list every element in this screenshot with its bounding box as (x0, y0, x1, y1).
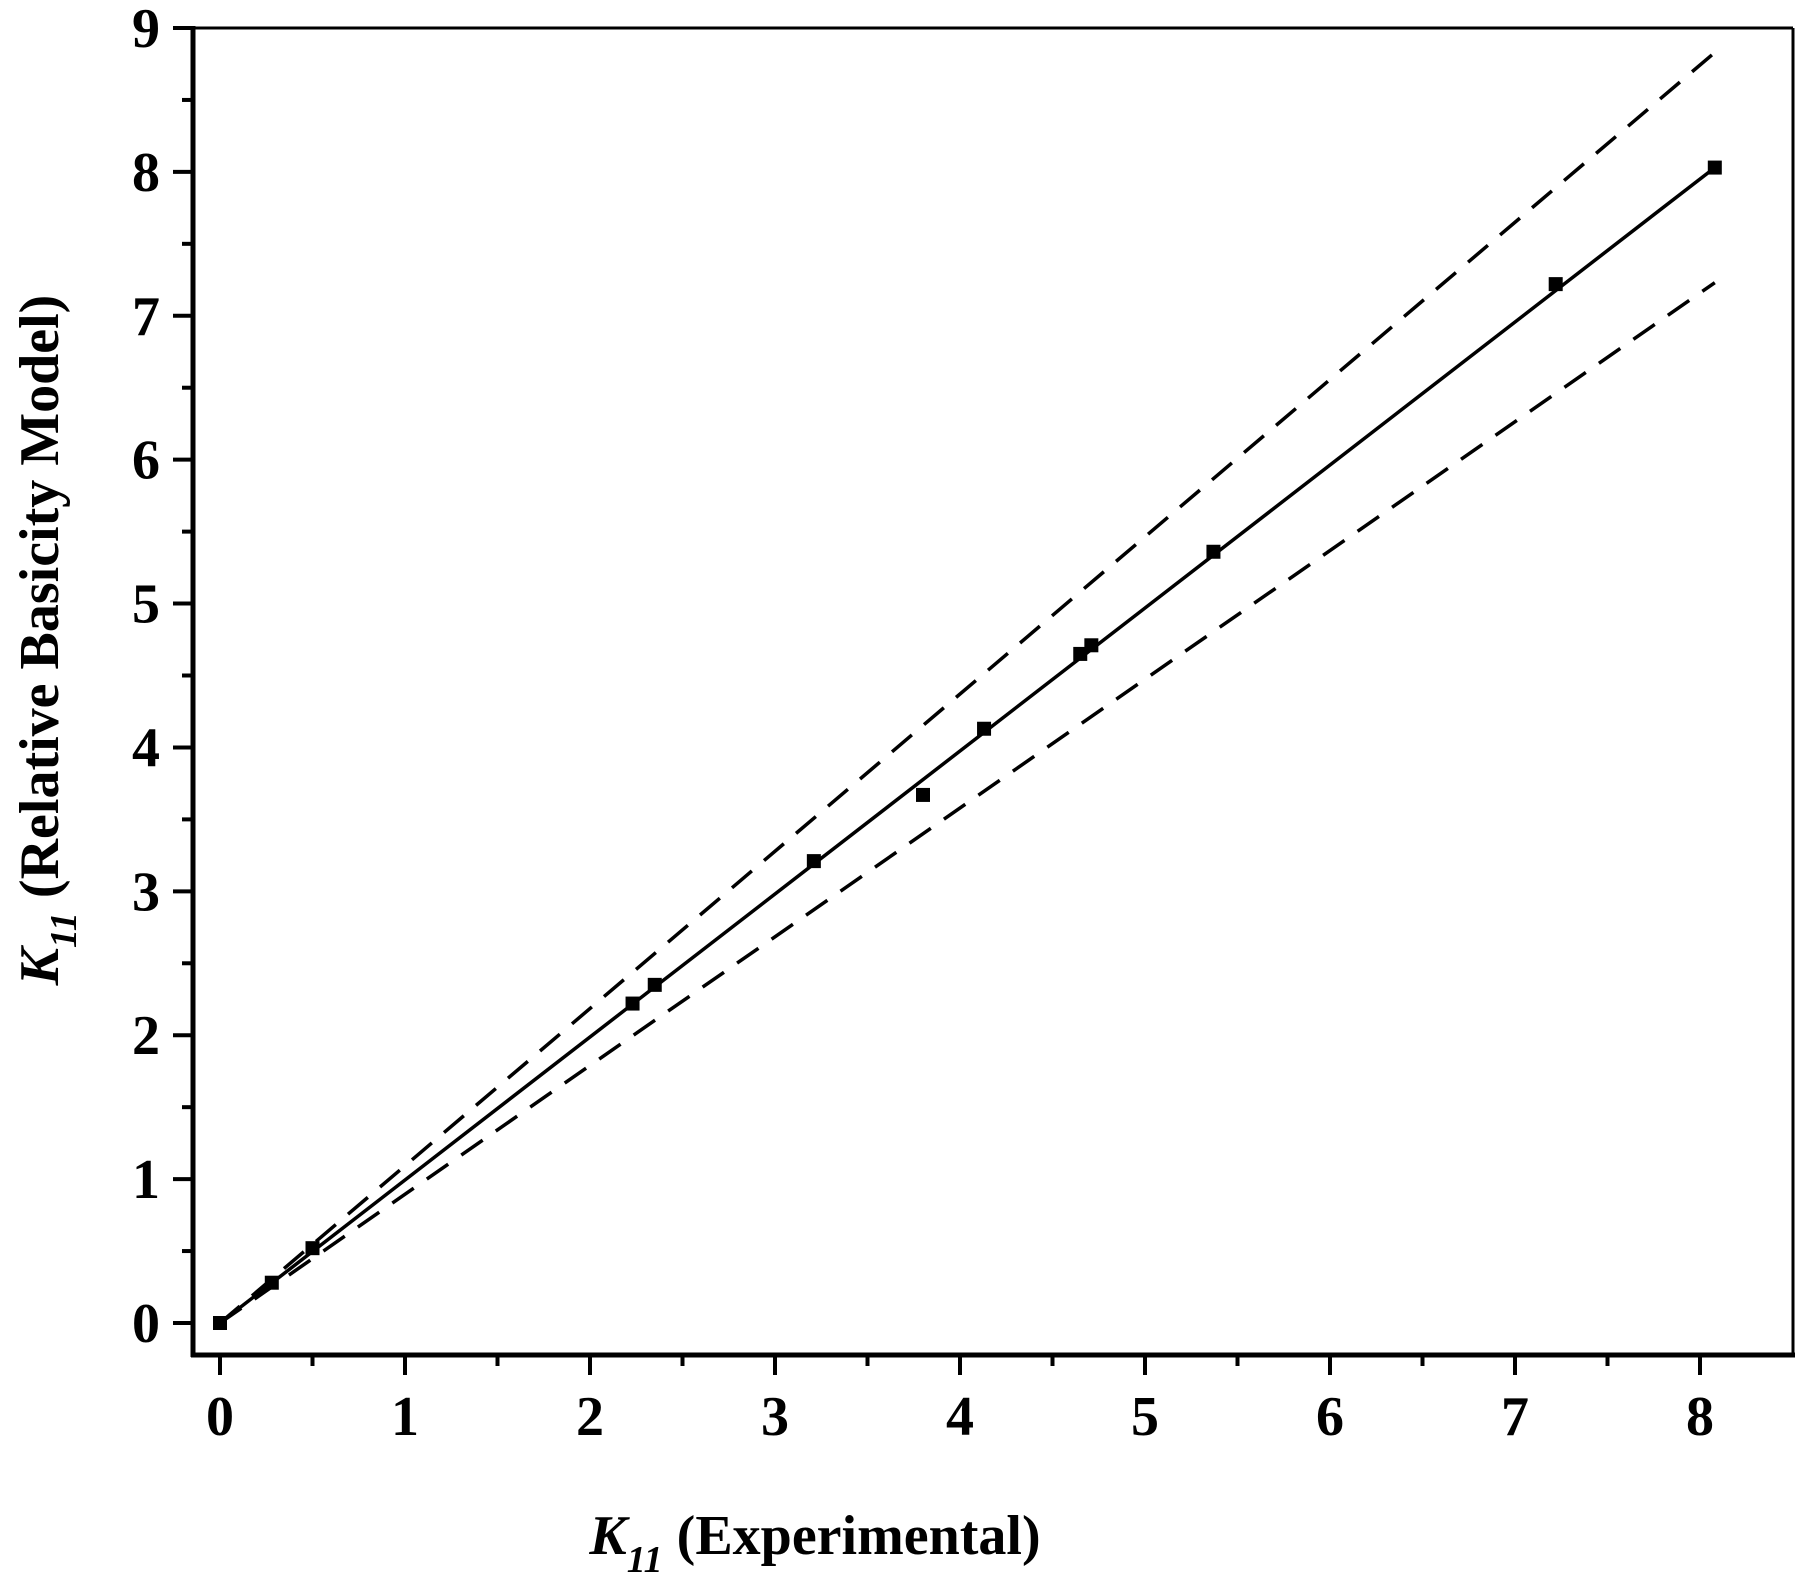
y-axis-title: K11 (Relative Basicity Model) (9, 295, 85, 987)
y-tick-label: 1 (132, 1149, 160, 1211)
data-point (806, 854, 821, 869)
y-tick-label: 5 (132, 574, 160, 636)
x-axis-title-text: (Experimental) (677, 1505, 1041, 1567)
upper-bound-line (218, 51, 1716, 1325)
y-tick-label: 6 (132, 430, 160, 492)
data-point (916, 787, 930, 802)
data-point (1548, 277, 1563, 292)
y-axis-title-subscript: 11 (43, 912, 85, 948)
y-tick-label: 8 (132, 142, 160, 204)
fit-line (218, 166, 1716, 1325)
data-point (305, 1241, 320, 1256)
data-point (625, 996, 640, 1011)
x-tick-label: 8 (1686, 1386, 1714, 1448)
x-tick-label: 4 (946, 1386, 974, 1448)
x-tick-label: 0 (206, 1386, 234, 1448)
data-point (264, 1275, 279, 1290)
y-axis-title-symbol: K (9, 944, 71, 986)
y-tick-label: 4 (132, 717, 160, 779)
y-tick-label: 7 (132, 286, 160, 348)
data-point (1084, 638, 1099, 653)
x-tick-label: 3 (761, 1386, 789, 1448)
y-tick-label: 9 (132, 0, 160, 60)
x-tick-label: 1 (391, 1386, 419, 1448)
data-point (213, 1316, 227, 1330)
data-point (647, 977, 662, 992)
y-tick-label: 3 (132, 861, 160, 923)
data-point (1206, 544, 1221, 559)
data-point (977, 721, 992, 736)
lower-bound-line (219, 281, 1716, 1325)
y-axis-title-text: (Relative Basicity Model) (9, 295, 71, 898)
x-tick-label: 5 (1131, 1386, 1159, 1448)
data-point (1707, 160, 1722, 175)
y-tick-label: 0 (132, 1293, 160, 1355)
data-point (1073, 646, 1088, 661)
x-tick-label: 7 (1501, 1386, 1529, 1448)
x-axis-title-subscript: 11 (627, 1539, 663, 1581)
y-tick-label: 2 (132, 1005, 160, 1067)
x-tick-label: 2 (576, 1386, 604, 1448)
x-tick-label: 6 (1316, 1386, 1344, 1448)
x-axis-title-symbol: K (588, 1505, 630, 1567)
x-axis-title: K11 (Experimental) (588, 1505, 1040, 1581)
